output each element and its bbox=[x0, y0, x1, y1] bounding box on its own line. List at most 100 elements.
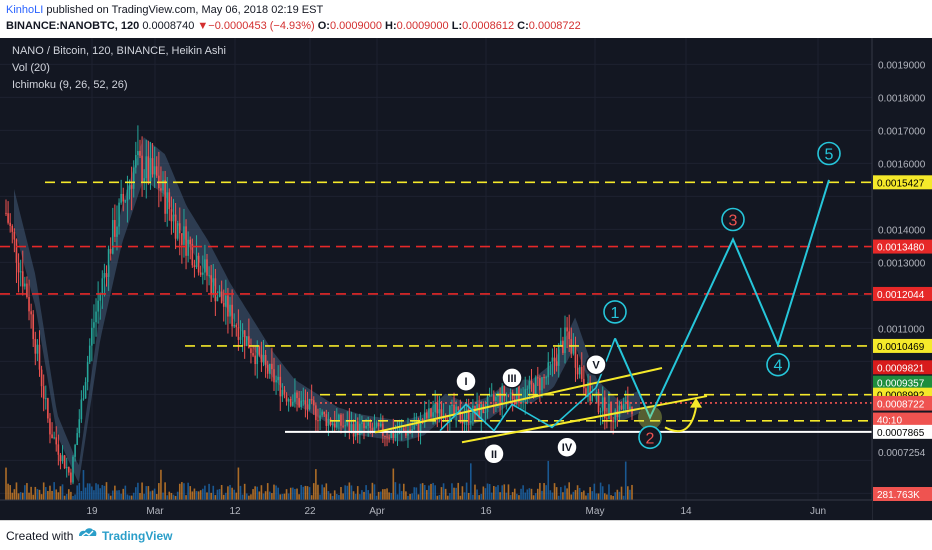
candle-body bbox=[271, 363, 273, 370]
channel-upper bbox=[374, 367, 663, 434]
volume-bar bbox=[344, 485, 346, 500]
candle-body bbox=[455, 406, 457, 415]
volume-bar bbox=[432, 482, 434, 500]
volume-bar bbox=[405, 491, 407, 500]
volume-bar bbox=[114, 485, 116, 500]
candle-body bbox=[49, 418, 51, 435]
volume-bar bbox=[17, 493, 20, 500]
candle-body bbox=[524, 389, 527, 401]
volume-bar bbox=[511, 492, 514, 500]
candle-body bbox=[597, 391, 600, 413]
volume-bar bbox=[271, 493, 273, 500]
candle-body bbox=[545, 377, 547, 379]
candle-body bbox=[9, 222, 11, 227]
volume-bar bbox=[616, 489, 619, 500]
wave-text: 1 bbox=[611, 305, 620, 322]
volume-bar bbox=[107, 493, 110, 500]
volume-bar bbox=[513, 488, 516, 500]
volume-bar bbox=[543, 483, 545, 500]
volume-bar bbox=[388, 492, 390, 500]
volume-bar bbox=[245, 493, 248, 500]
volume-bar bbox=[463, 492, 466, 500]
volume-bar bbox=[239, 485, 242, 500]
volume-bar bbox=[116, 490, 118, 500]
volume-bar bbox=[606, 494, 608, 500]
candle-body bbox=[172, 214, 175, 222]
volume-bar bbox=[189, 486, 192, 500]
price-badge-text: 0.0009821 bbox=[877, 363, 925, 374]
volume-bar bbox=[181, 482, 183, 500]
candle-body bbox=[606, 418, 608, 420]
volume-bar bbox=[453, 487, 455, 500]
price-axis[interactable]: 0.0019000 0.0018000 0.0017000 0.0016000 0.00… bbox=[871, 38, 932, 520]
candle-body bbox=[82, 398, 85, 400]
candle-body bbox=[15, 239, 18, 263]
volume-bar bbox=[292, 487, 294, 500]
candle-body bbox=[413, 425, 416, 430]
volume-bar bbox=[212, 485, 215, 500]
candle-body bbox=[394, 434, 397, 438]
volume-bar bbox=[455, 487, 457, 500]
cloud-band bbox=[14, 137, 640, 483]
volume-bar bbox=[229, 484, 231, 500]
volume-bar bbox=[532, 495, 535, 500]
candle-body bbox=[42, 386, 45, 399]
volume-bar bbox=[373, 484, 376, 500]
volume-bar bbox=[474, 484, 476, 500]
candle-body bbox=[285, 394, 288, 402]
candle-body bbox=[195, 255, 198, 268]
volume-bar bbox=[130, 495, 133, 500]
candle-body bbox=[340, 414, 342, 426]
volume-bar bbox=[442, 483, 445, 500]
time-axis[interactable]: 19 Mar 12 22 Apr 16 May 14 Jun bbox=[0, 499, 872, 520]
volume-bar bbox=[88, 483, 91, 500]
tradingview-logo-icon[interactable] bbox=[78, 527, 98, 541]
candle-body bbox=[97, 300, 99, 312]
volume-bar bbox=[111, 490, 114, 500]
volume-bar bbox=[333, 490, 336, 500]
candle-body bbox=[461, 422, 464, 424]
volume-bar bbox=[47, 490, 49, 500]
candle-body bbox=[315, 405, 317, 421]
volume-bar bbox=[522, 485, 524, 500]
volume-bar bbox=[331, 495, 334, 500]
volume-bar bbox=[585, 495, 587, 500]
candle-body bbox=[11, 226, 14, 232]
candle-body bbox=[294, 392, 296, 402]
volume-bar bbox=[402, 483, 405, 500]
open-value: 0.0009000 bbox=[329, 20, 382, 32]
candle-body bbox=[557, 346, 560, 366]
candle-body bbox=[469, 420, 472, 423]
candle-body bbox=[137, 150, 139, 156]
volume-bar bbox=[97, 484, 99, 500]
chart-header: KinhoLI published on TradingView.com, Ma… bbox=[0, 0, 932, 38]
volume-bar bbox=[36, 489, 39, 500]
candle-body bbox=[574, 347, 577, 368]
wave-circle bbox=[638, 425, 662, 450]
candle-body bbox=[495, 396, 497, 401]
author-link[interactable]: KinhoLI bbox=[6, 4, 44, 16]
candle-body bbox=[264, 355, 267, 365]
volume-bar bbox=[434, 485, 436, 500]
wave-label-1: 1 bbox=[603, 300, 627, 324]
candle-body bbox=[373, 426, 376, 431]
volume-bar bbox=[367, 490, 370, 500]
candle-body bbox=[478, 404, 480, 419]
volume-bar bbox=[160, 469, 162, 500]
wave-text: 3 bbox=[729, 213, 738, 230]
candle-body bbox=[206, 259, 208, 276]
volume-bar bbox=[509, 495, 512, 500]
candle-body bbox=[86, 362, 89, 383]
volume-bar bbox=[103, 485, 106, 500]
tradingview-brand[interactable]: TradingView bbox=[102, 529, 173, 543]
arrow-up-icon bbox=[690, 397, 702, 408]
candle-body bbox=[185, 226, 187, 256]
candle-body bbox=[275, 380, 277, 383]
volume-bar bbox=[564, 485, 566, 500]
candle-body bbox=[367, 422, 370, 426]
candle-body bbox=[277, 376, 279, 381]
volume-bar bbox=[557, 495, 560, 500]
volume-bar bbox=[30, 486, 32, 500]
volume-bar bbox=[482, 486, 485, 500]
